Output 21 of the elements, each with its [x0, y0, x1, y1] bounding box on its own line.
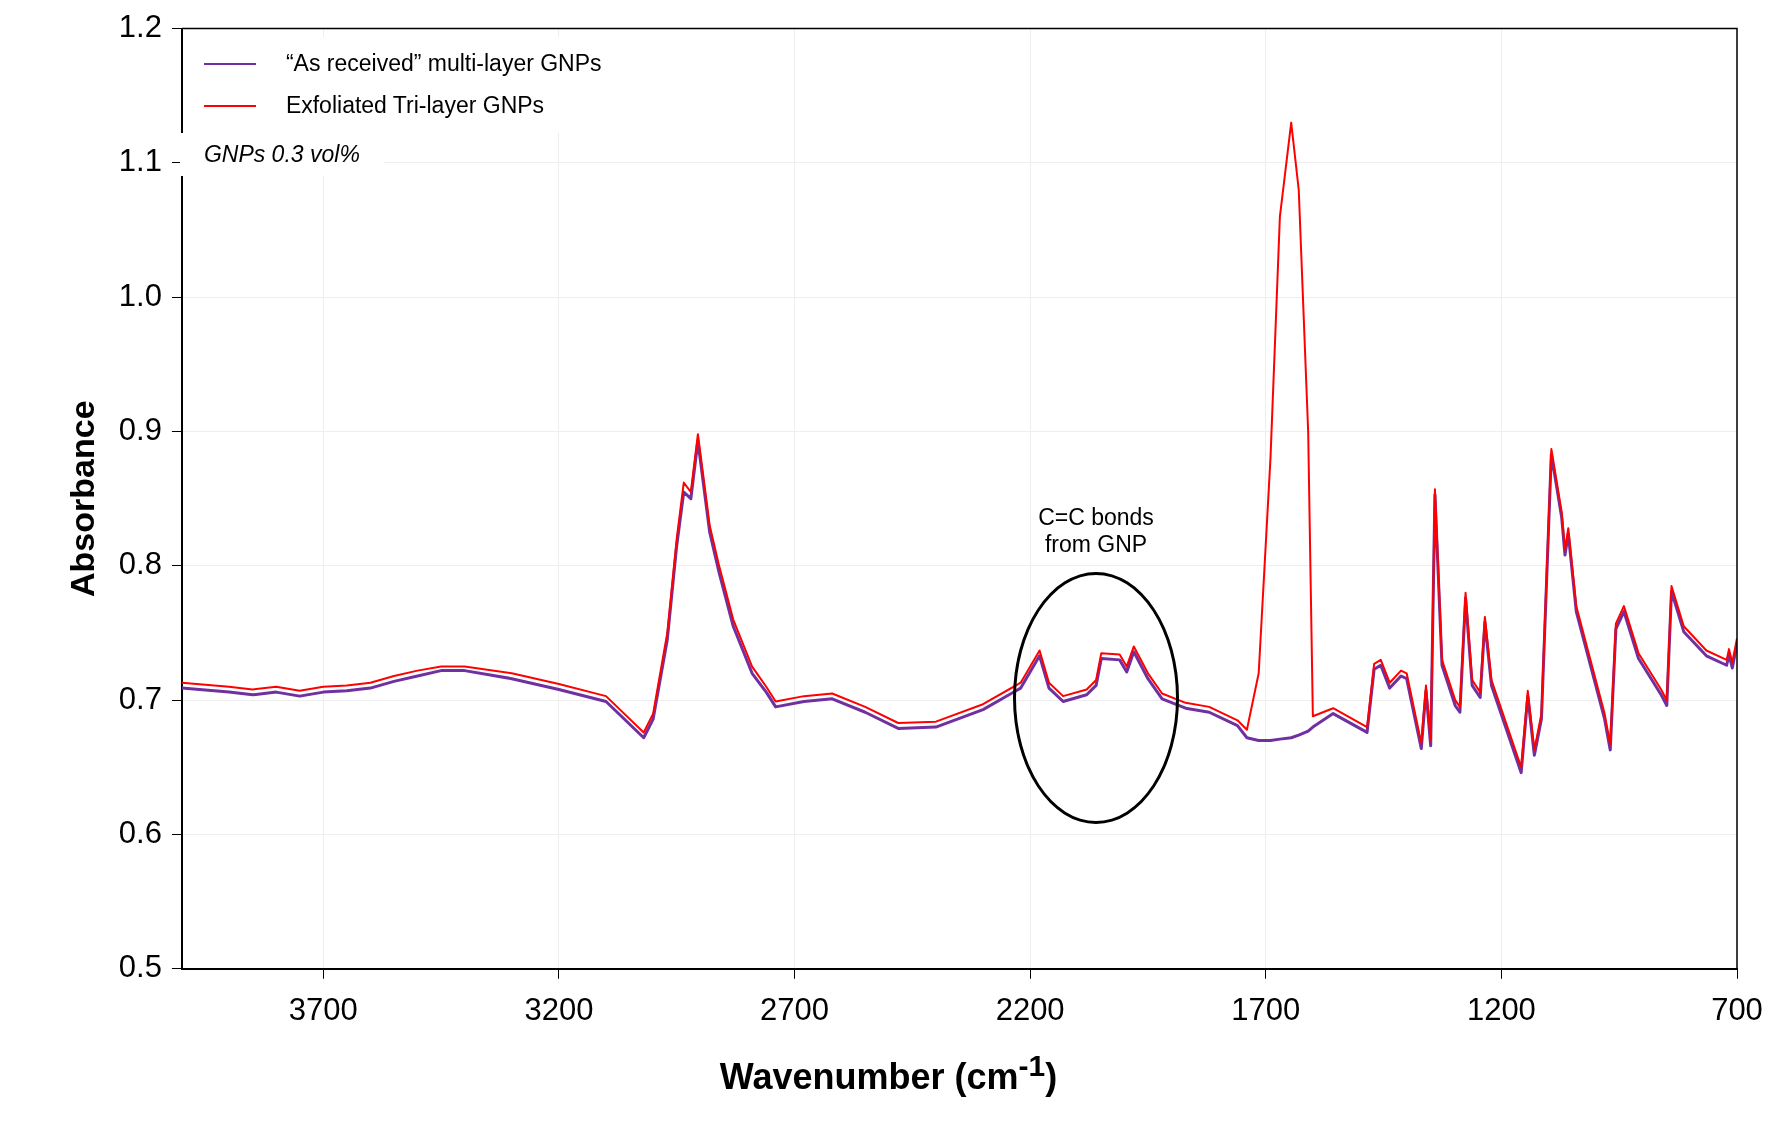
y-axis-title: Absorbance — [62, 400, 101, 597]
x-tick-label: 2200 — [995, 991, 1065, 1027]
y-tick-label: 1.2 — [118, 9, 162, 45]
x-axis-title: Wavenumber (cm$^{-1}$) — [718, 1048, 1059, 1098]
annotation: C=C bonds from GNP — [1037, 504, 1155, 558]
x-tick-label: 3200 — [524, 991, 594, 1027]
x-tick-label: 1700 — [1231, 991, 1301, 1027]
x-tick-label: 2700 — [760, 991, 829, 1027]
legend-label: Exfoliated Tri-layer GNPs — [285, 92, 545, 120]
y-tick-label: 0.8 — [118, 546, 162, 582]
y-tick-label: 0.6 — [118, 815, 162, 851]
y-tick-label: 0.9 — [118, 412, 162, 448]
legend-label: “As received” multi-layer GNPs — [285, 50, 602, 78]
annotation: GNPs 0.3 vol% — [179, 133, 384, 176]
y-tick-label: 1.0 — [118, 277, 162, 313]
y-tick-label: 0.5 — [118, 949, 162, 985]
x-tick-label: 700 — [1711, 991, 1763, 1027]
x-tick-label: 3700 — [288, 991, 358, 1027]
y-tick-label: 0.7 — [118, 680, 162, 716]
y-tick-label: 1.1 — [118, 143, 162, 179]
x-tick-label: 1200 — [1466, 991, 1536, 1027]
